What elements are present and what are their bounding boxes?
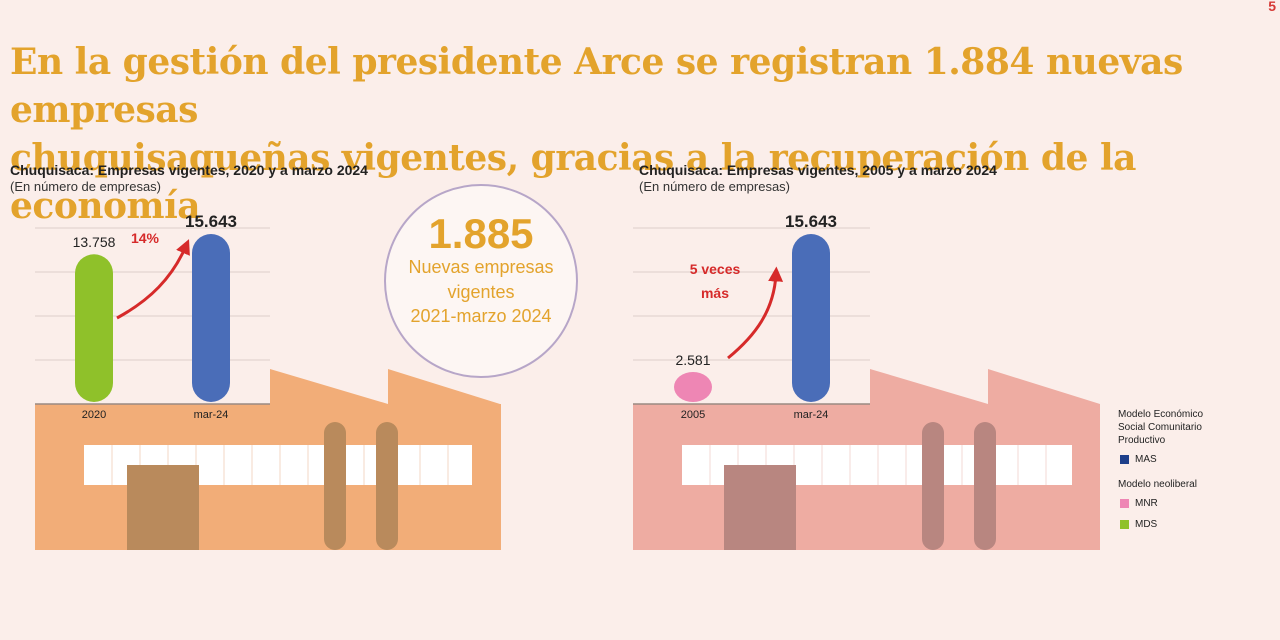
factory-right-roof	[870, 369, 1100, 404]
factory-right-door	[724, 465, 796, 550]
chart-1-category-label-mar-24: mar-24	[194, 409, 229, 421]
page-number: 5	[1268, 0, 1276, 14]
legend-group-1-heading: Modelo Económico Social Comunitario Prod…	[1118, 408, 1278, 447]
headline-line-2: chuquisaqueñas vigentes, gracias a la re…	[10, 137, 1137, 227]
chart-1-growth-arrow	[116, 239, 190, 320]
factory-right-pipe-1	[922, 422, 944, 550]
chart-2-growth-arrow	[727, 266, 784, 360]
chart-2-bar-mar-24	[792, 234, 830, 402]
legend-group-1-line-1: Modelo Económico	[1118, 409, 1204, 420]
factory-right-illustration	[633, 369, 1100, 550]
callout-number: 1.885	[428, 210, 533, 257]
headline-line-1: En la gestión del presidente Arce se reg…	[10, 41, 1183, 131]
chart-2-title: Chuquisaca: Empresas vigentes, 2005 y a …	[639, 162, 997, 178]
callout-text-line-3: 2021-marzo 2024	[410, 306, 551, 326]
legend-label-mds: MDS	[1135, 519, 1158, 530]
factory-left-pipe-1	[324, 422, 346, 550]
legend: Modelo Económico Social Comunitario Prod…	[1118, 408, 1278, 539]
chart-1-bar-mar-24	[192, 234, 230, 402]
chart-2-category-label-2005: 2005	[681, 409, 705, 421]
legend-swatch-mds	[1120, 520, 1129, 529]
legend-label-mas: MAS	[1135, 454, 1157, 465]
callout-text-line-2: vigentes	[447, 282, 514, 302]
chart-2-category-label-mar-24: mar-24	[794, 409, 829, 421]
factory-left-roof	[270, 369, 500, 404]
chart-2-value-label-2005: 2.581	[675, 352, 710, 368]
legend-group-1-line-3: Productivo	[1118, 435, 1166, 446]
factory-right-pipe-2	[974, 422, 996, 550]
legend-item-mds: MDS	[1120, 518, 1278, 531]
legend-label-mnr: MNR	[1135, 498, 1158, 509]
factory-left-illustration	[35, 369, 501, 550]
factory-left-door	[127, 465, 199, 550]
chart-2-subtitle: (En número de empresas)	[639, 179, 791, 194]
callout-text-line-1: Nuevas empresas	[408, 257, 553, 277]
chart-2-growth-annotation-line-1: 5 veces	[690, 261, 741, 277]
chart-1-gridlines	[35, 227, 270, 361]
chart-2-gridlines	[633, 227, 870, 361]
legend-item-mas: MAS	[1120, 453, 1278, 466]
chart-1-growth-annotation: 14%	[131, 230, 160, 246]
chart-2-bar-2005	[674, 372, 712, 402]
legend-group-1-line-2: Social Comunitario	[1118, 422, 1202, 433]
chart-1-subtitle: (En número de empresas)	[10, 179, 162, 194]
chart-1-bar-2020	[75, 254, 113, 402]
legend-item-mnr: MNR	[1120, 497, 1278, 510]
chart-2-value-label-mar-24: 15.643	[785, 212, 837, 231]
legend-swatch-mas	[1120, 455, 1129, 464]
factory-left-pipe-2	[376, 422, 398, 550]
headline: En la gestión del presidente Arce se reg…	[10, 38, 1270, 230]
chart-1-category-label-2020: 2020	[82, 409, 106, 421]
chart-1-title: Chuquisaca: Empresas vigentes, 2020 y a …	[10, 162, 368, 178]
callout-circle	[384, 184, 578, 378]
chart-1-value-label-mar-24: 15.643	[185, 212, 237, 231]
chart-2-growth-annotation-line-2: más	[701, 285, 729, 301]
legend-group-2-heading: Modelo neoliberal	[1118, 479, 1197, 490]
legend-swatch-mnr	[1120, 499, 1129, 508]
chart-1-value-label-2020: 13.758	[73, 234, 116, 250]
